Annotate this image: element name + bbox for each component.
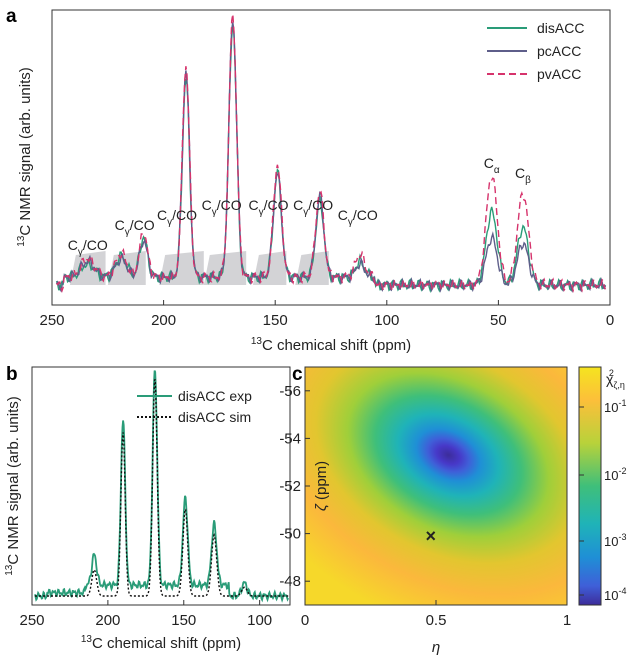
panel-b-frame (31, 366, 291, 606)
annotation-cgamma-co-5: Cγ/CO (248, 197, 288, 218)
panel-a-y-axis-label: 13C NMR signal (arb. units) (16, 67, 34, 247)
annotation-cgamma-co-3: Cγ/CO (157, 207, 197, 228)
annotation-cgamma-co-4: Cγ/CO (202, 197, 242, 218)
x-tick-label: 150 (263, 312, 288, 329)
x-tick-label: 0 (606, 312, 614, 329)
x-tick-label: 100 (374, 312, 399, 329)
x-tick-label: 0.5 (426, 612, 447, 629)
legend-label-pvacc: pvACC (537, 66, 581, 82)
y-tick-label: -54 (279, 430, 301, 447)
x-tick-label: 250 (19, 612, 44, 629)
spectrum-pcacc (55, 22, 607, 293)
panel-a-legend: disACC pcACC pvACC (487, 20, 584, 82)
shaded-region-1 (69, 251, 106, 285)
colorbar (578, 366, 602, 606)
panel-b-label: b (6, 364, 18, 385)
panel-a-spectra (55, 13, 607, 294)
annotation-cbeta: Cβ (515, 165, 531, 186)
x-tick-label: 0 (301, 612, 309, 629)
annotation-cgamma-co-6: Cγ/CO (293, 197, 333, 218)
panel-b-x-axis-label: 13C chemical shift (ppm) (81, 634, 241, 652)
panel-c-ticks: 0 0.5 1 -56 -54 -52 -50 -48 (279, 383, 571, 629)
colorbar-tick-label: 10-4 (604, 586, 626, 603)
y-tick-label: -52 (279, 478, 301, 495)
panel-c: c × 0 0.5 1 -56 -54 -52 -50 -48 η ζ (ppm) χζ,η2… (279, 364, 626, 656)
colorbar-tick-label: 10-1 (604, 398, 626, 415)
panel-a-x-ticks: 250 200 150 100 50 0 (39, 300, 614, 329)
x-tick-label: 1 (563, 612, 571, 629)
colorbar-tick-label: 10-3 (604, 532, 626, 549)
x-tick-label: 200 (151, 312, 176, 329)
x-tick-label: 250 (39, 312, 64, 329)
legend-label-pcacc: pcACC (537, 43, 581, 59)
panel-a-x-axis-label: 13C chemical shift (ppm) (251, 336, 411, 354)
panel-b-y-axis-label: 13C NMR signal (arb. units) (4, 396, 22, 576)
chi-squared-minimum-marker: × (426, 526, 437, 546)
spectrum-disacc-exp (34, 370, 290, 603)
panel-c-label: c (292, 364, 303, 385)
chi-squared-heatmap (305, 367, 567, 605)
colorbar-tick-label: 10-2 (604, 466, 626, 483)
panel-c-y-axis-label: ζ (ppm) (313, 461, 330, 511)
panel-b-x-ticks: 250 200 150 100 (19, 600, 272, 629)
panel-b-legend: disACC exp disACC sim (137, 388, 252, 425)
x-tick-label: 50 (490, 312, 507, 329)
annotation-cgamma-co-1: Cγ/CO (68, 237, 108, 258)
annotation-calpha: Cα (484, 155, 500, 176)
panel-c-x-axis-label: η (432, 639, 440, 656)
y-tick-label: -50 (279, 526, 301, 543)
panel-b-spectra (34, 370, 290, 603)
spectrum-pvacc (56, 13, 607, 293)
legend-label-disacc: disACC (537, 20, 584, 36)
y-tick-label: -48 (279, 573, 301, 590)
annotation-cgamma-co-2: Cγ/CO (115, 217, 155, 238)
legend-label-disacc-sim: disACC sim (178, 409, 251, 425)
panel-b: b 250 200 150 100 13C chemical shift (ppm) … (4, 364, 291, 652)
annotation-cgamma-co-7: Cγ/CO (338, 207, 378, 228)
x-tick-label: 100 (247, 612, 272, 629)
y-tick-label: -56 (279, 383, 301, 400)
legend-label-disacc-exp: disACC exp (178, 388, 252, 404)
panel-a-frame (51, 9, 611, 306)
colorbar-label: χζ,η2 (606, 368, 625, 390)
panel-a-label: a (6, 6, 17, 27)
colorbar-ticks: 10-1 10-2 10-3 10-4 (579, 398, 626, 603)
x-tick-label: 200 (95, 612, 120, 629)
x-tick-label: 150 (171, 612, 196, 629)
